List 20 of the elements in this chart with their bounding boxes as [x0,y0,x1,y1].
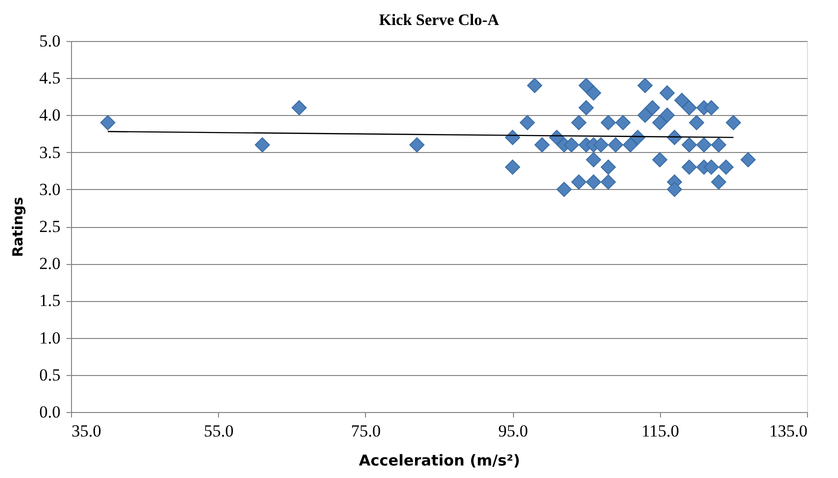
x-tick-label: 35.0 [72,422,102,440]
y-tick-label: 1.5 [39,291,60,310]
x-axis-title: Acceleration (m/s²) [358,452,520,470]
y-tick-label: 2.0 [39,254,60,274]
y-tick-label: 2.5 [39,217,60,236]
y-tick-label: 4.0 [39,106,60,125]
y-tick-label: 4.5 [39,68,60,88]
y-tick-label: 3.0 [39,180,60,199]
x-tick-label: 75.0 [351,422,381,440]
y-tick-label: 1.0 [39,328,60,348]
x-tick-label: 115.0 [641,422,680,440]
y-axis-title: Ratings [10,196,26,258]
y-tick-label: 0.5 [39,365,60,384]
x-tick-label: 135.0 [769,422,808,440]
x-tick-label: 95.0 [498,422,528,440]
y-tick-label: 0.0 [39,402,60,422]
chart-title: Kick Serve Clo-A [379,12,500,29]
x-tick-label: 55.0 [204,422,234,440]
y-tick-label: 3.5 [39,142,60,162]
y-tick-label: 5.0 [39,32,60,50]
